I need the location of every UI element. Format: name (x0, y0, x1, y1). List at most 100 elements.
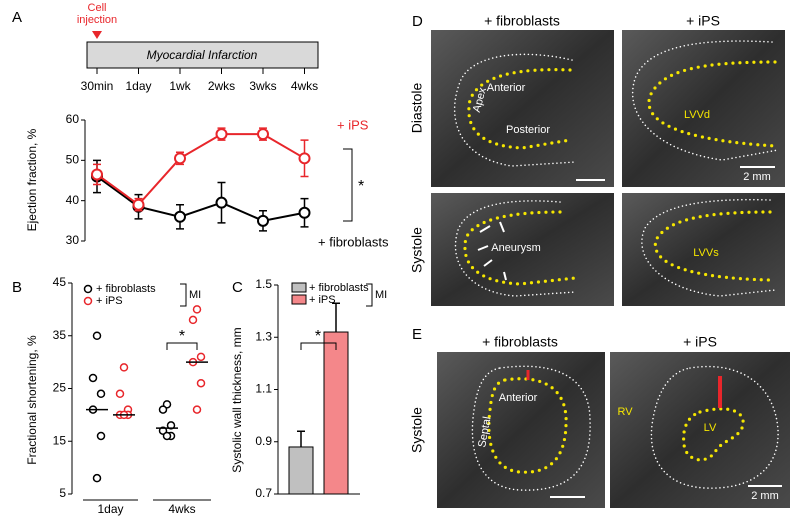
injection-label: injection (77, 14, 117, 26)
ultrasound-image: Aneurysm (431, 193, 614, 306)
y-tick-label: 5 (59, 486, 66, 500)
column-header: + fibroblasts (484, 13, 560, 29)
image-label: RV (617, 406, 633, 418)
y-tick-label: 1.1 (255, 382, 272, 396)
y-tick-label: 25 (53, 381, 67, 395)
point (257, 214, 269, 227)
point (91, 168, 103, 181)
legend-label: + fibroblasts (309, 282, 369, 294)
ultrasound-image: LVVd 2 mm (622, 30, 785, 187)
y-tick-label: 15 (53, 433, 67, 447)
y-axis-label: Systolic wall thickness, mm (230, 327, 244, 472)
legend-marker (291, 282, 307, 293)
point (192, 305, 202, 314)
point (298, 206, 311, 219)
x-tick-label: 2wks (208, 79, 235, 93)
ultrasound-image: LVVs (622, 193, 785, 306)
legend-marker (291, 294, 307, 305)
point (166, 421, 176, 430)
image-label: Aneurysm (491, 242, 541, 254)
bar (323, 331, 349, 495)
y-tick-label: 50 (66, 153, 80, 167)
column-header: + iPS (683, 334, 717, 350)
point (96, 431, 106, 441)
timeline-bar (86, 41, 319, 69)
point (196, 352, 206, 362)
panel-label: D (412, 13, 423, 30)
y-axis-label: Fractional shortening, % (25, 335, 39, 465)
panel-label: E (412, 326, 422, 343)
y-tick-label: 60 (66, 112, 80, 126)
panel-label: C (232, 279, 243, 296)
point (215, 196, 228, 209)
y-tick-label: 0.7 (255, 486, 272, 500)
column-header: + fibroblasts (482, 334, 558, 350)
point (132, 198, 145, 211)
significance-bracket (300, 342, 337, 350)
significance: * (179, 328, 185, 345)
legend-marker (83, 284, 93, 294)
legend-label: + iPS (96, 295, 123, 307)
image-label: LVVd (684, 109, 710, 121)
series-label: + fibroblasts (318, 234, 389, 249)
injection-label: Cell (88, 2, 107, 14)
scale-label: 2 mm (751, 490, 779, 502)
y-tick-label: 45 (53, 275, 67, 289)
timeline-title: Myocardial Infarction (147, 48, 258, 62)
point (188, 315, 198, 325)
image-label: Anterior (499, 392, 538, 404)
x-tick-label: 1day (125, 79, 151, 93)
significance-bracket (166, 342, 198, 350)
point (88, 373, 98, 383)
panel-label: A (12, 9, 22, 26)
line (96, 133, 306, 207)
point (92, 473, 102, 483)
point (115, 389, 125, 399)
ultrasound-image: RV LV 2 mm (610, 352, 790, 508)
column-header: + iPS (686, 13, 720, 29)
row-header: Systole (409, 407, 425, 453)
point (192, 405, 202, 414)
image-label: Septal (476, 416, 493, 449)
panel-label: B (12, 279, 22, 296)
ultrasound-image: Anterior Septal (437, 352, 605, 508)
point (174, 152, 186, 165)
point (215, 128, 228, 141)
y-tick-label: 1.5 (255, 277, 272, 291)
line (96, 175, 305, 222)
image-label: LV (704, 422, 717, 434)
x-tick-label: 30min (81, 79, 114, 93)
point (96, 389, 106, 399)
image-label: Posterior (506, 124, 550, 136)
legend-label: + iPS (309, 294, 336, 306)
legend-group: MI (189, 289, 201, 301)
legend-bracket (180, 283, 187, 307)
y-tick-label: 30 (66, 233, 80, 247)
x-tick-label: 4wks (291, 79, 318, 93)
bar (288, 446, 314, 495)
series-label: + iPS (337, 117, 369, 132)
y-tick-label: 1.3 (255, 329, 272, 343)
point (162, 431, 172, 441)
point (257, 128, 269, 141)
x-tick-label: 4wks (168, 502, 195, 516)
point (158, 405, 168, 414)
ultrasound-image: Anterior Apex Posterior (431, 30, 614, 187)
legend-group: MI (375, 289, 387, 301)
point (92, 331, 102, 340)
x-tick-label: 1wk (169, 79, 191, 93)
point (119, 363, 129, 372)
x-tick-label: 3wks (249, 79, 276, 93)
image-label: LVVs (693, 247, 719, 259)
legend-label: + fibroblasts (96, 283, 156, 295)
legend-bracket (366, 283, 373, 307)
x-tick-label: 1day (97, 502, 123, 516)
significance: * (358, 178, 364, 195)
y-tick-label: 40 (66, 193, 80, 207)
image-label: Anterior (487, 82, 526, 94)
legend-marker (83, 296, 93, 306)
y-axis-label: Ejection fraction, % (25, 128, 39, 231)
significance: * (315, 328, 321, 345)
significance-bracket (343, 148, 353, 222)
